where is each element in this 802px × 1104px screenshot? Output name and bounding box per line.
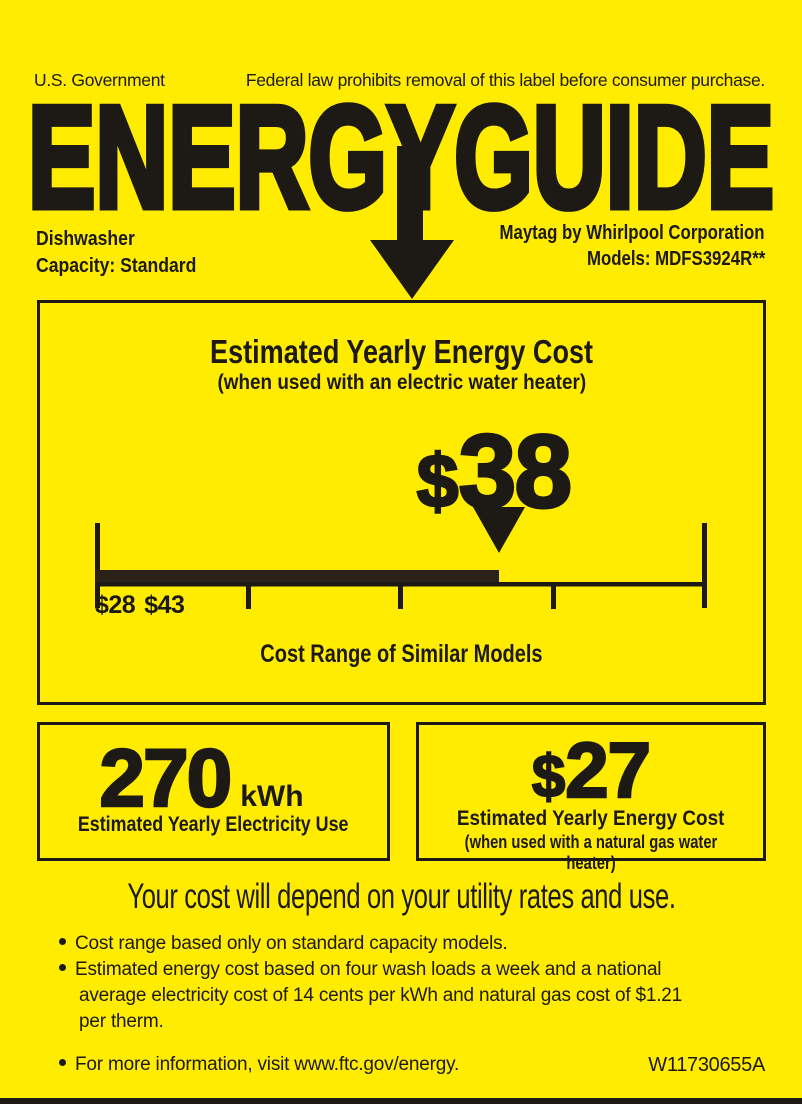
bullet-icon — [59, 938, 66, 945]
panel-subtitle: (when used with an electric water heater… — [217, 371, 586, 394]
scale-range-bar — [95, 570, 499, 582]
currency-symbol: $ — [416, 439, 460, 523]
electricity-value: 270 — [98, 733, 233, 824]
gas-currency-symbol: $ — [531, 743, 566, 810]
gas-cost-value: 27 — [564, 726, 652, 814]
bullet-item: For more information, visit www.ftc.gov/… — [59, 1054, 459, 1076]
gas-cost-panel: $27 Estimated Yearly Energy Cost (when u… — [416, 722, 766, 873]
brand-name: Maytag by Whirlpool Corporation — [499, 222, 765, 244]
bullet-icon — [59, 1059, 66, 1066]
bullet-continuation: average electricity cost of 14 cents per… — [79, 985, 683, 1006]
appliance-info: Dishwasher Capacity: Standard — [36, 226, 218, 280]
scale-left-end-tick — [95, 523, 100, 608]
logo-text: ENERGYGUIDE — [28, 76, 774, 220]
cost-range-scale — [95, 507, 707, 609]
scale-baseline — [95, 582, 707, 587]
range-high-label: $43 — [144, 591, 185, 619]
yearly-energy-cost-panel: Estimated Yearly Energy Cost (when used … — [37, 300, 766, 705]
model-numbers: Models: MDFS3924R** — [586, 248, 765, 270]
electricity-label: Estimated Yearly Electricity Use — [78, 813, 349, 836]
bottom-black-bar — [0, 1098, 802, 1104]
range-caption: Cost Range of Similar Models — [260, 640, 543, 668]
scale-tick — [551, 586, 556, 609]
electricity-unit: kWh — [240, 780, 304, 813]
energyguide-logo: ENERGYGUIDE — [28, 73, 778, 221]
brand-info: Maytag by Whirlpool Corporation Models: … — [449, 220, 765, 272]
federal-notice-text: Federal law prohibits removal of this la… — [245, 70, 765, 90]
bullet-icon — [59, 964, 66, 971]
range-labels: $28 $43 — [95, 591, 193, 620]
range-low-label: $28 — [95, 591, 136, 619]
utility-rates-headline: Your cost will depend on your utility ra… — [126, 877, 676, 916]
electricity-value-row: 270 kWh — [40, 733, 387, 824]
gas-sublabel: (when used with a natural gas water heat… — [464, 832, 718, 873]
appliance-capacity: Capacity: Standard — [36, 255, 197, 277]
electricity-use-panel: 270 kWh Estimated Yearly Electricity Use — [37, 722, 390, 861]
pointer-triangle-icon — [473, 507, 525, 553]
us-government-text: U.S. Government — [34, 70, 165, 90]
scale-tick — [398, 586, 403, 609]
bullet-item: Cost range based only on standard capaci… — [59, 933, 508, 955]
part-number: W11730655A — [648, 1054, 765, 1076]
scale-tick — [246, 586, 251, 609]
panel-title: Estimated Yearly Energy Cost — [209, 333, 594, 370]
bullet-item: Estimated energy cost based on four wash… — [59, 959, 662, 981]
scale-right-end-tick — [702, 523, 707, 608]
gas-value-row: $27 — [419, 726, 763, 814]
bullet-continuation: per therm. — [79, 1011, 164, 1032]
gas-label: Estimated Yearly Energy Cost — [457, 807, 725, 830]
appliance-type: Dishwasher — [36, 228, 135, 250]
